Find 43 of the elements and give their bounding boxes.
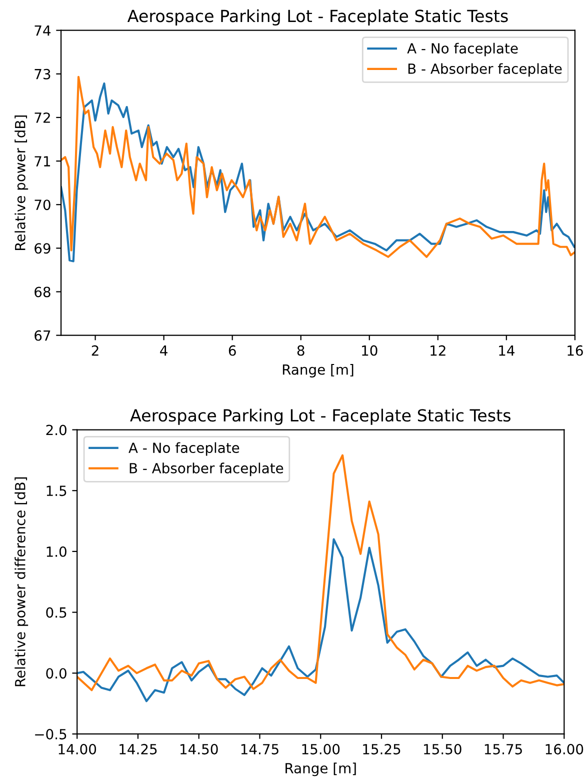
y-axis-title: Relative power [dB] (14, 116, 28, 250)
y-tick-label: 68 (34, 286, 50, 298)
chart-title: Aerospace Parking Lot - Faceplate Static Tests (127, 9, 508, 26)
line-series (77, 538, 564, 702)
y-tick-label: 72 (34, 112, 50, 123)
chart-title: Aerospace Parking Lot - Faceplate Static Tests (130, 408, 510, 425)
y-tick-label: 0.5 (46, 607, 66, 618)
x-tick-label: 16.00 (546, 744, 584, 754)
y-axis-title: Relative power difference [dB] (14, 477, 28, 686)
x-tick-label: 14.75 (241, 744, 278, 754)
x-tick-label: 15.75 (484, 744, 522, 754)
y-tick-label: 1.0 (46, 546, 66, 557)
x-tick-label: 15.00 (302, 744, 340, 754)
legend-label: B - Absorber faceplate (130, 462, 284, 476)
y-tick-label: −0.5 (35, 728, 66, 740)
x-tick-label: 8 (297, 345, 304, 356)
line-series (77, 454, 564, 692)
x-tick-label: 15.50 (424, 744, 462, 754)
x-tick-label: 10 (362, 345, 378, 356)
legend-label: B - Absorber faceplate (408, 63, 562, 77)
y-tick-label: 69 (34, 243, 50, 254)
x-tick-label: 14.00 (58, 744, 96, 754)
x-tick-label: 6 (228, 345, 236, 356)
y-tick-label: 2.0 (46, 424, 66, 436)
y-tick-label: 67 (34, 330, 50, 341)
y-tick-label: 73 (34, 68, 50, 80)
x-axis-title: Range [m] (286, 762, 356, 776)
x-tick-label: 14.25 (120, 744, 157, 754)
x-axis-title: Range [m] (282, 364, 354, 378)
legend-label: A - No faceplate (407, 42, 518, 56)
y-tick-label: 70 (34, 200, 50, 210)
x-tick-label: 14.50 (180, 744, 218, 754)
y-tick-label: 1.5 (46, 486, 66, 496)
x-tick-label: 2 (92, 345, 98, 356)
x-tick-label: 16 (568, 345, 583, 356)
y-tick-label: 0.0 (46, 668, 66, 679)
x-tick-label: 4 (160, 345, 168, 356)
x-tick-label: 12 (430, 345, 446, 356)
x-tick-label: 14 (499, 345, 514, 356)
legend-label: A - No faceplate (128, 442, 240, 456)
y-tick-label: 74 (34, 25, 51, 36)
x-tick-label: 15.25 (363, 744, 400, 754)
y-tick-label: 71 (34, 156, 50, 166)
